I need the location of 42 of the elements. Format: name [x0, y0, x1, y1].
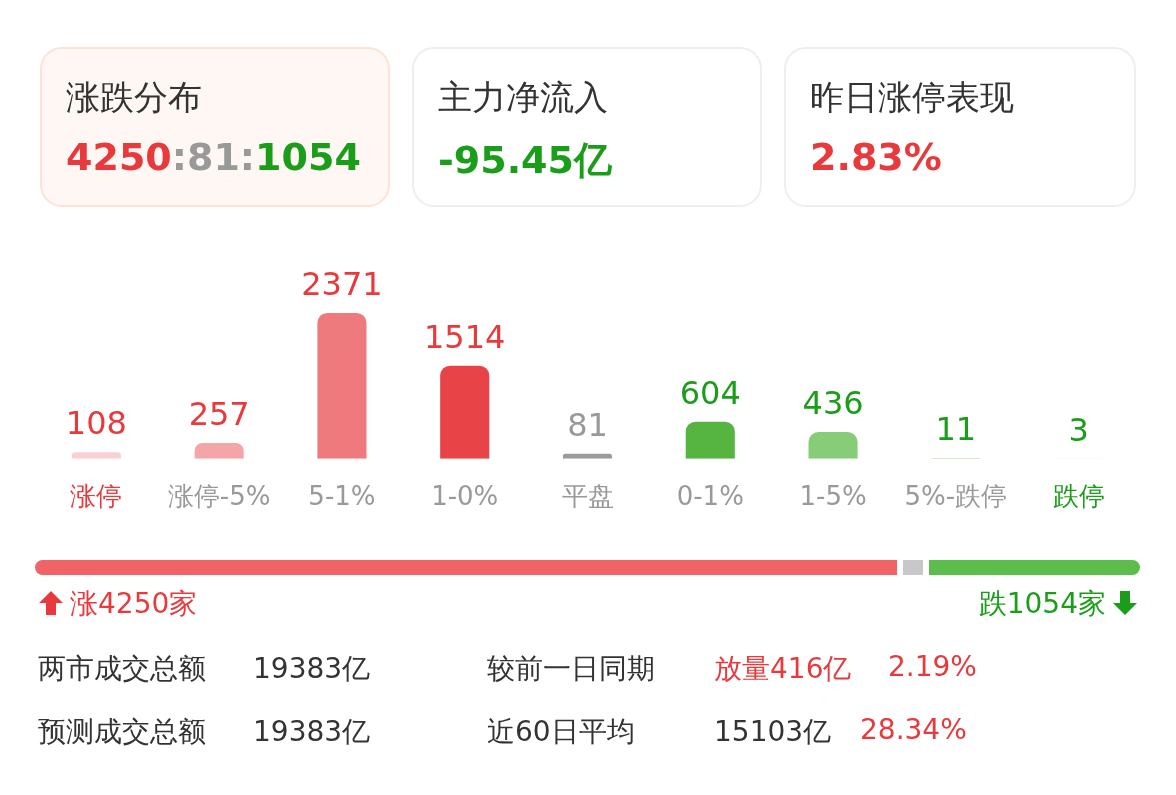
x-tick-label: 1-5% [799, 481, 867, 512]
x-tick-label: 涨停-5% [167, 481, 271, 512]
data-label: 257 [188, 395, 250, 434]
text: -95.45亿 [438, 138, 612, 182]
text: 15103亿 [714, 714, 832, 750]
text: 预测成交总额 [38, 714, 206, 750]
text: 4250:81:1054 [66, 135, 361, 179]
bar [194, 442, 244, 459]
bar [440, 365, 490, 459]
data-label: 436 [802, 384, 864, 423]
bar [685, 421, 735, 459]
text: 较前一日同期 [487, 651, 655, 687]
x-tick-label: 0-1% [676, 481, 744, 512]
text: 2.19% [888, 650, 977, 683]
x-tick-label: 5-1% [308, 481, 376, 512]
data-label: 81 [567, 406, 608, 445]
text: 跌1054家 [978, 586, 1106, 622]
data-label: 3 [1068, 410, 1089, 449]
data-label: 604 [679, 373, 741, 412]
x-tick-label: 1-0% [431, 481, 499, 512]
text: 两市成交总额 [38, 651, 206, 687]
text: 放量416亿 [714, 651, 852, 687]
text: 主力净流入 [438, 76, 609, 119]
text: 28.34% [860, 713, 967, 746]
x-tick-label: 跌停 [1052, 481, 1105, 512]
bar [317, 312, 367, 459]
data-label: 1514 [424, 317, 506, 356]
x-tick-label: 5%-跌停 [904, 481, 1008, 512]
text: 2.83% [810, 135, 942, 179]
text: 近60日平均 [487, 714, 635, 750]
text: 19383亿 [253, 714, 371, 750]
data-label: 11 [935, 410, 977, 449]
text: 19383亿 [253, 651, 371, 687]
data-label: 2371 [301, 265, 383, 304]
bar [71, 452, 121, 459]
x-tick-label: 涨停 [70, 481, 123, 512]
text: 涨4250家 [70, 586, 198, 622]
bar [808, 431, 858, 459]
x-tick-label: 平盘 [561, 481, 614, 512]
data-label: 108 [65, 404, 127, 443]
text: 涨跌分布 [66, 76, 203, 119]
text: 昨日涨停表现 [810, 76, 1015, 119]
